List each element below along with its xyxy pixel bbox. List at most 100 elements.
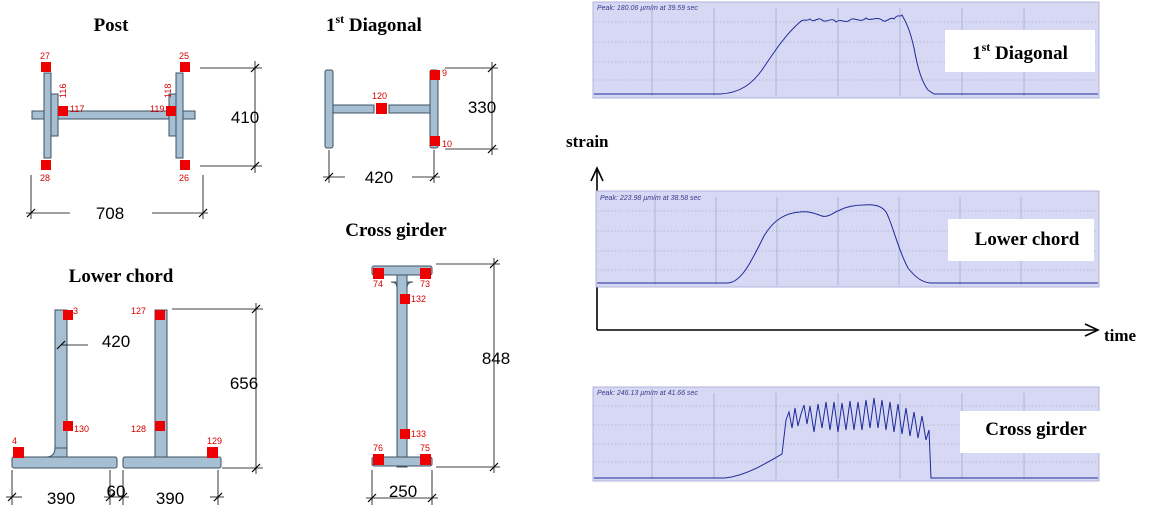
gauge-label: 116: [58, 84, 68, 98]
gauge-label: 9: [442, 68, 447, 78]
dimension-label: 420: [365, 168, 393, 187]
lower-chord-cross-section: [11, 309, 222, 469]
gauge-marker: [400, 429, 410, 439]
gauge-marker: [180, 62, 190, 72]
gauge-marker: [420, 268, 431, 279]
gauge-marker: [58, 106, 68, 116]
gauge-label: 119: [150, 104, 164, 114]
gauge-marker: [13, 447, 24, 458]
gauge-label: 4: [12, 436, 17, 446]
dimension-label: 410: [231, 108, 259, 127]
strain-trace: [594, 397, 1098, 479]
dimension-label: 390: [156, 489, 184, 508]
panel-peak-readout: Peak: 223.98 µm/m at 38.58 sec: [600, 195, 701, 202]
strain-trace: [594, 14, 1098, 95]
lower-chord-gap-dimension: 420: [56, 332, 130, 351]
gauge-label: 76: [373, 443, 383, 453]
gauge-label: 128: [131, 424, 146, 434]
dimension-label: 60: [107, 482, 126, 501]
gauge-label: 132: [411, 294, 426, 304]
post-right-flange: [175, 72, 184, 159]
gauge-label: 127: [131, 306, 146, 316]
dimension-label: 420: [102, 332, 130, 351]
panel-label-box: [960, 411, 1100, 453]
gauge-label: 26: [179, 173, 189, 183]
cross-girder-section: Cross girder 74 73 132 133 76 75 848: [345, 220, 510, 505]
strain-trace: [597, 204, 1098, 284]
gauge-marker: [166, 106, 176, 116]
gauge-label: 74: [373, 279, 383, 289]
panel-label: Cross girder: [985, 419, 1087, 440]
post-web-plate: [31, 110, 196, 120]
panel-lower-chord: Peak: 223.98 µm/m at 38.58 sec Lower cho…: [595, 190, 1100, 288]
gauge-marker: [63, 310, 73, 320]
panel-peak-readout: Peak: 246.13 µm/m at 41.66 sec: [597, 390, 698, 397]
lower-chord-section: Lower chord 3 127 130 128 4 129 420: [6, 266, 263, 508]
lower-chord-right-web: [154, 309, 168, 458]
gauge-label: 28: [40, 173, 50, 183]
cross-girder-width-dimension: 250: [366, 470, 438, 505]
panel-label: Lower chord: [975, 229, 1080, 250]
dimension-label: 708: [96, 204, 124, 223]
gauge-marker: [420, 454, 431, 465]
post-left-stiffener: [50, 93, 59, 137]
gauge-label: 25: [179, 51, 189, 61]
gauge-label: 117: [70, 104, 84, 114]
panel-cross-girder: Peak: 246.13 µm/m at 41.66 sec Cross gir…: [592, 386, 1100, 482]
gauge-label: 27: [40, 51, 50, 61]
diagonal-width-dimension: 420: [323, 150, 440, 187]
gauge-marker: [155, 421, 165, 431]
gauge-label: 118: [163, 84, 173, 98]
diagonal-title: 1st Diagonal: [326, 12, 422, 36]
gauge-marker: [41, 160, 51, 170]
panel-label-box: [948, 219, 1094, 261]
gauge-label: 3: [73, 306, 78, 316]
lower-chord-width-dimension: 390 60 390: [6, 470, 224, 508]
gauge-marker: [430, 136, 440, 146]
post-left-flange: [43, 72, 52, 159]
time-axis-label: time: [1104, 326, 1137, 345]
cross-girder-cross-section: [371, 265, 433, 468]
diagonal-left-flange: [324, 69, 334, 149]
diagonal-right-web: [388, 104, 431, 114]
post-section: Post 27 25 116 117 119 118 28 26 410: [26, 15, 262, 223]
lower-chord-left-web: [54, 309, 68, 458]
gauge-marker: [430, 70, 440, 80]
dimension-label: 330: [468, 98, 496, 117]
gauge-marker: [63, 421, 73, 431]
post-width-dimension: 708: [26, 175, 208, 223]
dimension-label: 848: [482, 349, 510, 368]
cross-girder-title: Cross girder: [345, 220, 447, 241]
diagonal-height-dimension: 330: [445, 62, 498, 155]
dimension-label: 250: [389, 482, 417, 501]
gauge-label: 133: [411, 429, 426, 439]
lower-chord-left-flange: [11, 456, 118, 469]
gauge-marker: [376, 103, 387, 114]
gauge-marker: [373, 454, 384, 465]
panel-label-box: [945, 30, 1095, 72]
diagonal-section: 1st Diagonal 9 120 10 330 420: [323, 12, 498, 187]
cross-girder-height-dimension: 848: [436, 258, 510, 473]
gauge-marker: [400, 294, 410, 304]
post-height-dimension: 410: [200, 61, 262, 173]
dimension-label: 656: [230, 374, 258, 393]
diagonal-cross-section: [324, 69, 439, 149]
gauge-label: 75: [420, 443, 430, 453]
gauge-label: 130: [74, 424, 89, 434]
lower-chord-title: Lower chord: [69, 266, 174, 287]
gauge-marker: [155, 310, 165, 320]
lower-chord-height-dimension: 656: [172, 303, 263, 474]
gauge-label: 10: [442, 139, 452, 149]
gauge-marker: [41, 62, 51, 72]
strain-axis-label: strain: [566, 132, 609, 151]
panel-diagonal: Peak: 180.06 µm/m at 39.59 sec 1st Diago…: [592, 1, 1100, 99]
cross-girder-bottom-flange: [371, 456, 433, 467]
dimension-label: 390: [47, 489, 75, 508]
cross-girder-web: [396, 274, 408, 468]
gauge-marker: [180, 160, 190, 170]
post-title: Post: [94, 15, 130, 36]
lower-chord-left-fillet: [45, 447, 68, 458]
diagonal-left-web: [332, 104, 375, 114]
gauge-label: 129: [207, 436, 222, 446]
